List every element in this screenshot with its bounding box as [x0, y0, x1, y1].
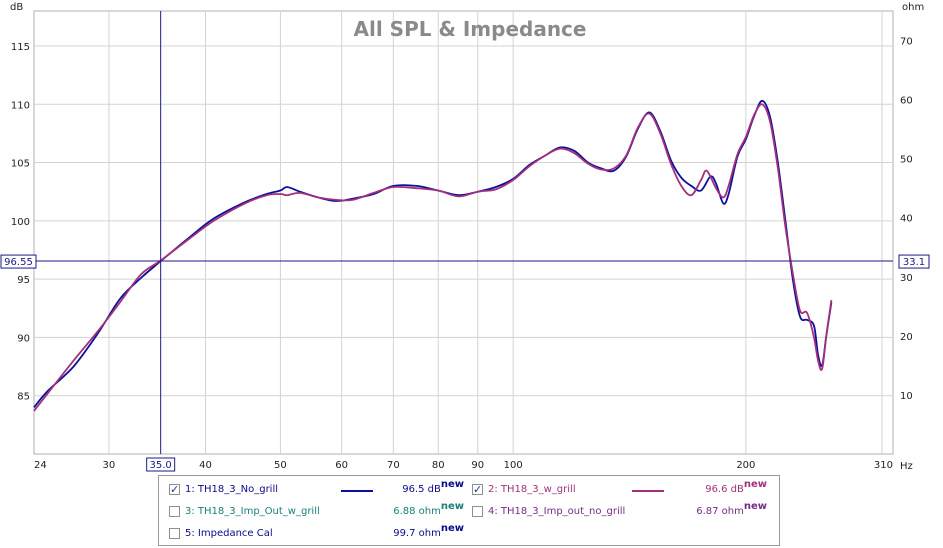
- x-unit: Hz: [900, 461, 913, 472]
- legend-value-new-badge: new: [743, 501, 767, 512]
- legend-checkbox[interactable]: [169, 480, 180, 500]
- y-right-tick-label: 10: [900, 391, 913, 402]
- y-right-tick-label: 70: [900, 37, 913, 48]
- legend-value-new-badge: new: [743, 479, 767, 490]
- y-left-tick-label: 110: [11, 100, 30, 111]
- y-left-tick-label: 90: [17, 333, 30, 344]
- x-tick-label: 200: [736, 460, 755, 471]
- y-right-unit: ohm: [902, 2, 924, 13]
- y-right-tick-label: 40: [900, 214, 913, 225]
- plot-area: [33, 10, 894, 455]
- legend-series-name: 5: Impedance Cal: [185, 528, 273, 539]
- legend-panel: 1: TH18_3_No_grill 96.5 dBnew 2: TH18_3_w_…: [158, 475, 780, 546]
- legend-value-new-badge: new: [440, 501, 464, 512]
- legend-entry: 3: TH18_3_Imp_Out_w_grill 6.88 ohmnew: [169, 501, 469, 522]
- legend-series-name: 3: TH18_3_Imp_Out_w_grill: [185, 506, 320, 517]
- x-tick-label: 24: [34, 460, 47, 471]
- legend-checkbox[interactable]: [472, 480, 483, 500]
- x-tick-label: 70: [387, 460, 400, 471]
- y-left-tick-label: 105: [11, 159, 30, 170]
- y-right-tick-label: 30: [900, 273, 913, 284]
- chart-title: All SPL & Impedance: [354, 17, 587, 41]
- legend-value: 6.88 ohmnew: [393, 501, 464, 517]
- legend-value-new-badge: new: [440, 479, 464, 490]
- legend-swatch: [341, 490, 373, 492]
- x-tick-label: 60: [335, 460, 348, 471]
- legend-entry: 2: TH18_3_w_grill 96.6 dBnew: [472, 479, 772, 500]
- x-tick-label: 310: [874, 460, 893, 471]
- y-left-unit: dB: [10, 2, 23, 13]
- x-tick-label: 80: [432, 460, 445, 471]
- series-line-1: [33, 99, 833, 408]
- legend-swatch: [632, 490, 664, 492]
- cursor-y-left-readout: 96.55: [4, 257, 33, 268]
- cursor-y-left-readout-box: [0, 254, 37, 269]
- legend-series-name: 4: TH18_3_Imp_out_no_grill: [488, 506, 626, 517]
- legend-entry: 1: TH18_3_No_grill 96.5 dBnew: [169, 479, 469, 500]
- cursor-x-readout: 35.0: [150, 460, 172, 471]
- x-tick-label: 40: [199, 460, 212, 471]
- y-left-tick-label: 100: [11, 217, 30, 228]
- legend-series-name: 1: TH18_3_No_grill: [185, 484, 279, 495]
- legend-value: 96.6 dBnew: [705, 479, 767, 495]
- cursor-x-readout-box: [146, 457, 176, 472]
- legend-checkbox[interactable]: [169, 506, 180, 517]
- y-left-tick-label: 115: [11, 42, 30, 53]
- x-tick-label: 100: [504, 460, 523, 471]
- series-line-2: [33, 103, 833, 412]
- x-tick-label: 90: [471, 460, 484, 471]
- cursor-y-right-readout: 33.1: [903, 257, 925, 268]
- y-left-tick-label: 85: [17, 392, 30, 403]
- y-right-tick-label: 50: [900, 155, 913, 166]
- legend-value: 6.87 ohmnew: [696, 501, 767, 517]
- legend-value: 99.7 ohmnew: [393, 523, 464, 539]
- legend-entry: 5: Impedance Cal 99.7 ohmnew: [169, 523, 469, 544]
- legend-value: 96.5 dBnew: [402, 479, 464, 495]
- legend-checkbox[interactable]: [169, 528, 180, 539]
- legend-checkbox[interactable]: [472, 506, 483, 517]
- legend-series-name: 2: TH18_3_w_grill: [488, 484, 576, 495]
- y-right-tick-label: 20: [900, 332, 913, 343]
- cursor-y-right-readout-box: [898, 254, 930, 269]
- x-tick-label: 50: [274, 460, 287, 471]
- legend-value-new-badge: new: [440, 523, 464, 534]
- y-right-tick-label: 60: [900, 96, 913, 107]
- legend-entry: 4: TH18_3_Imp_out_no_grill 6.87 ohmnew: [472, 501, 772, 522]
- x-tick-label: 30: [103, 460, 116, 471]
- y-left-tick-label: 95: [17, 275, 30, 286]
